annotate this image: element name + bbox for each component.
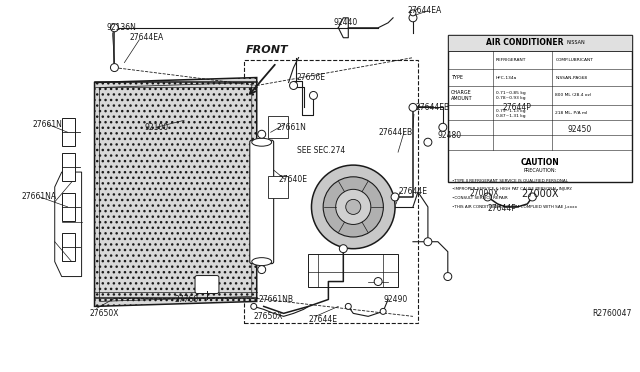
Text: 27644P: 27644P: [488, 204, 516, 214]
Text: 92136N: 92136N: [106, 23, 136, 32]
Circle shape: [323, 177, 383, 237]
Text: 800 ML (28.4 oz): 800 ML (28.4 oz): [556, 93, 591, 97]
Circle shape: [424, 138, 432, 146]
Bar: [448, 35, 632, 51]
Text: CAUTION: CAUTION: [520, 158, 559, 167]
Circle shape: [310, 92, 317, 99]
Polygon shape: [61, 193, 75, 221]
Circle shape: [444, 273, 452, 280]
Text: 0.79~1.13 kg
0.87~1.31 kg: 0.79~1.13 kg 0.87~1.31 kg: [495, 109, 525, 118]
Text: 0.71~0.85 kg
0.78~0.93 kg: 0.71~0.85 kg 0.78~0.93 kg: [495, 91, 525, 100]
Text: 27661NA: 27661NA: [22, 192, 57, 202]
Text: 218 ML, P/A ml: 218 ML, P/A ml: [556, 111, 588, 115]
Text: 27644EA: 27644EA: [129, 33, 164, 42]
Circle shape: [111, 64, 118, 71]
Circle shape: [336, 189, 371, 224]
Circle shape: [391, 193, 399, 201]
Bar: [448, 35, 632, 182]
Circle shape: [484, 193, 492, 201]
Text: NISSAN-PAG68: NISSAN-PAG68: [556, 76, 588, 80]
Polygon shape: [55, 172, 81, 276]
Text: 27644E: 27644E: [398, 187, 427, 196]
Text: NISSAN: NISSAN: [567, 40, 586, 45]
Text: COMP.LUBRICANT: COMP.LUBRICANT: [556, 58, 593, 62]
Text: SEE SEC.274: SEE SEC.274: [296, 146, 345, 155]
FancyBboxPatch shape: [268, 176, 287, 198]
Circle shape: [380, 308, 386, 314]
Circle shape: [289, 81, 298, 90]
Text: 27661NB: 27661NB: [259, 295, 294, 304]
Text: 27650X: 27650X: [253, 312, 284, 321]
Text: 27640E: 27640E: [278, 174, 308, 183]
Text: 27656E: 27656E: [296, 73, 326, 82]
Text: AIR CONDITIONER: AIR CONDITIONER: [486, 38, 564, 47]
Text: 92480: 92480: [438, 131, 462, 140]
Text: REFRIGERANT: REFRIGERANT: [495, 58, 526, 62]
Circle shape: [409, 14, 417, 22]
Text: 27644EA: 27644EA: [408, 6, 442, 15]
Circle shape: [258, 130, 266, 138]
Text: 92100: 92100: [144, 123, 168, 132]
Text: 27760: 27760: [174, 295, 198, 304]
Circle shape: [622, 162, 632, 172]
Text: 27644EB: 27644EB: [416, 103, 450, 112]
Circle shape: [258, 266, 266, 273]
Text: •TYPE II REFRIGERANT SERVICE IS QUALIFIED PERSONAL: •TYPE II REFRIGERANT SERVICE IS QUALIFIE…: [452, 178, 568, 182]
Text: 27661N: 27661N: [33, 120, 63, 129]
Circle shape: [409, 103, 417, 111]
Text: CHARGE
AMOUNT: CHARGE AMOUNT: [451, 90, 472, 101]
Circle shape: [608, 148, 616, 156]
FancyBboxPatch shape: [250, 140, 274, 264]
Text: 27644EB: 27644EB: [378, 128, 412, 137]
Text: 27000X: 27000X: [470, 189, 499, 198]
Ellipse shape: [252, 258, 271, 266]
FancyBboxPatch shape: [195, 276, 219, 294]
Polygon shape: [308, 254, 398, 286]
Circle shape: [529, 193, 536, 201]
Text: 27000X: 27000X: [521, 189, 559, 199]
Text: 92440: 92440: [333, 18, 358, 27]
Circle shape: [346, 304, 351, 310]
Text: PRECAUTION:: PRECAUTION:: [524, 168, 556, 173]
Circle shape: [439, 123, 447, 131]
Text: 27650X: 27650X: [90, 309, 119, 318]
Text: 27644E: 27644E: [308, 315, 337, 324]
Text: •CONSULT SERVICE REPAIR: •CONSULT SERVICE REPAIR: [452, 196, 508, 200]
Text: 92490: 92490: [383, 295, 408, 304]
Circle shape: [374, 278, 382, 286]
Circle shape: [346, 199, 361, 214]
Text: FRONT: FRONT: [245, 45, 288, 55]
Polygon shape: [95, 77, 257, 307]
Circle shape: [424, 238, 432, 246]
Circle shape: [484, 113, 492, 121]
Text: TYPE: TYPE: [451, 75, 463, 80]
Polygon shape: [61, 153, 75, 181]
Circle shape: [410, 10, 416, 16]
Text: 27661N: 27661N: [276, 123, 307, 132]
Circle shape: [312, 165, 395, 249]
Text: •THIS AIR CONDITIONER SYSTEM COMPLIED WITH SAE J-xxxx: •THIS AIR CONDITIONER SYSTEM COMPLIED WI…: [452, 205, 577, 209]
Text: 27644P: 27644P: [502, 103, 531, 112]
Polygon shape: [61, 233, 75, 261]
FancyBboxPatch shape: [268, 116, 287, 138]
Text: HFC-134a: HFC-134a: [495, 76, 517, 80]
Polygon shape: [61, 118, 75, 146]
Ellipse shape: [252, 138, 271, 146]
Text: R2760047: R2760047: [592, 309, 632, 318]
Text: 92450: 92450: [567, 125, 591, 134]
Circle shape: [111, 24, 118, 32]
Circle shape: [339, 245, 348, 253]
Circle shape: [251, 304, 257, 310]
Bar: [244, 60, 418, 323]
Text: •IMPROPER SERVICE & HIGH PAT CAUSE PERSONAL INJURY.: •IMPROPER SERVICE & HIGH PAT CAUSE PERSO…: [452, 187, 572, 191]
